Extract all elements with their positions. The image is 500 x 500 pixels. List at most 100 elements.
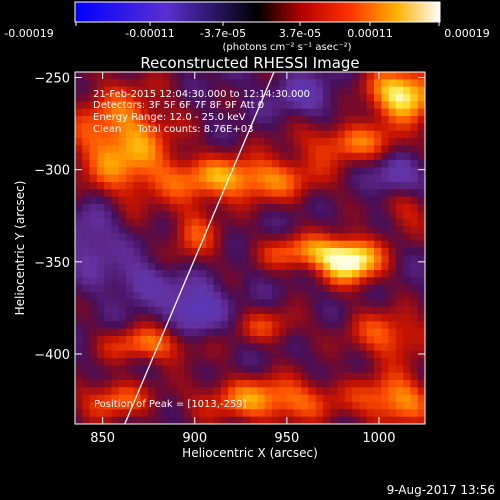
heatmap-cell xyxy=(162,218,171,227)
heatmap-cell xyxy=(242,402,251,410)
heatmap-cell xyxy=(177,233,185,242)
heatmap-cell xyxy=(75,387,83,396)
heatmap-cell xyxy=(104,336,113,344)
heatmap-cell xyxy=(250,277,258,286)
heatmap-cell xyxy=(366,101,375,110)
heatmap-cell xyxy=(206,321,215,330)
heatmap-cell xyxy=(359,350,368,359)
y-axis-ticks: −250−300−350−400 xyxy=(34,72,425,363)
heatmap-cell xyxy=(126,328,134,337)
heatmap-cell xyxy=(89,394,98,403)
heatmap-cell xyxy=(228,270,237,278)
heatmap-cell xyxy=(410,211,419,220)
heatmap-cell xyxy=(235,145,244,154)
heatmap-cell xyxy=(293,255,302,264)
heatmap-cell xyxy=(271,277,280,286)
heatmap-cell xyxy=(301,94,309,102)
heatmap-cell xyxy=(118,116,127,124)
heatmap-cell xyxy=(410,116,419,124)
heatmap-cell xyxy=(206,365,215,374)
heatmap-cell xyxy=(198,189,207,198)
heatmap-cell xyxy=(264,240,273,249)
heatmap-cell xyxy=(220,299,229,308)
heatmap-cell xyxy=(417,196,425,205)
heatmap-cell xyxy=(89,101,98,110)
heatmap-cell xyxy=(213,101,222,110)
heatmap-cell xyxy=(286,277,295,286)
heatmap-cell xyxy=(89,160,98,168)
heatmap-cell xyxy=(96,299,105,308)
heatmap-cell xyxy=(155,284,164,293)
heatmap-cell xyxy=(315,240,324,249)
heatmap-cell xyxy=(155,94,164,102)
heatmap-cell xyxy=(228,240,237,249)
heatmap-cell xyxy=(96,204,105,212)
peak-position-label: Position of Peak = [1013,-259] xyxy=(94,399,247,410)
heatmap-cell xyxy=(366,358,375,366)
heatmap-cell xyxy=(359,358,368,366)
heatmap-cell xyxy=(242,79,251,88)
heatmap-cell xyxy=(344,86,353,95)
heatmap-cell xyxy=(126,101,134,110)
heatmap-cell xyxy=(147,277,156,286)
heatmap-cell xyxy=(301,182,309,190)
heatmap-cell xyxy=(293,174,302,183)
heatmap-cell xyxy=(417,292,425,300)
heatmap-cell xyxy=(344,240,353,249)
heatmap-cell xyxy=(417,328,425,337)
heatmap-cell xyxy=(293,416,302,424)
heatmap-cell xyxy=(147,380,156,388)
heatmap-cell xyxy=(228,409,237,418)
heatmap-cell xyxy=(410,270,419,278)
heatmap-cell xyxy=(388,79,397,88)
heatmap-cell xyxy=(191,284,200,293)
heatmap-cell xyxy=(417,380,425,388)
heatmap-cell xyxy=(118,321,127,330)
heatmap-cell xyxy=(242,72,251,80)
heatmap-cell xyxy=(126,416,134,424)
heatmap-cell xyxy=(118,336,127,344)
heatmap-cell xyxy=(111,226,120,234)
heatmap-cell xyxy=(118,277,127,286)
heatmap-cell xyxy=(366,306,375,315)
heatmap-cell xyxy=(228,299,237,308)
heatmap-cell xyxy=(308,365,317,374)
heatmap-cell xyxy=(352,365,360,374)
heatmap-cell xyxy=(228,394,237,403)
heatmap-cell xyxy=(118,101,127,110)
heatmap-cell xyxy=(75,306,83,315)
heatmap-cell xyxy=(191,152,200,161)
heatmap-image xyxy=(75,72,425,424)
heatmap-cell xyxy=(395,270,404,278)
heatmap-cell xyxy=(220,72,229,80)
heatmap-cell xyxy=(359,394,368,403)
heatmap-cell xyxy=(257,321,266,330)
heatmap-cell xyxy=(147,108,156,117)
heatmap-cell xyxy=(279,211,288,220)
heatmap-cell xyxy=(111,262,120,271)
heatmap-cell xyxy=(301,277,309,286)
heatmap-cell xyxy=(352,343,360,352)
heatmap-cell xyxy=(111,152,120,161)
heatmap-cell xyxy=(271,240,280,249)
x-tick-label: 950 xyxy=(274,431,299,446)
heatmap-cell xyxy=(184,350,193,359)
heatmap-cell xyxy=(250,108,258,117)
heatmap-cell xyxy=(82,174,91,183)
heatmap-cell xyxy=(352,138,360,146)
heatmap-cell xyxy=(228,365,237,374)
heatmap-cell xyxy=(257,409,266,418)
heatmap-cell xyxy=(286,284,295,293)
heatmap-cell xyxy=(82,233,91,242)
heatmap-cell xyxy=(330,350,339,359)
heatmap-cell xyxy=(213,350,222,359)
heatmap-cell xyxy=(198,130,207,139)
heatmap-cell xyxy=(96,380,105,388)
heatmap-cell xyxy=(191,270,200,278)
heatmap-cell xyxy=(322,226,331,234)
heatmap-cell xyxy=(352,394,360,403)
heatmap-cell xyxy=(271,79,280,88)
heatmap-cell xyxy=(162,233,171,242)
heatmap-cell xyxy=(366,138,375,146)
heatmap-cell xyxy=(271,226,280,234)
